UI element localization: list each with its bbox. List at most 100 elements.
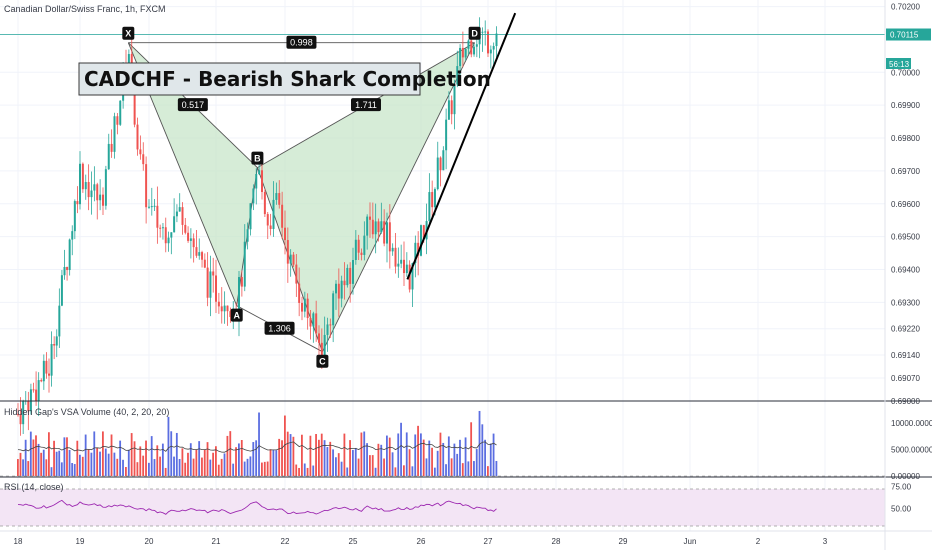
volume-bar <box>87 449 90 476</box>
candle-body <box>175 211 178 217</box>
volume-bar <box>66 437 68 476</box>
volume-bar <box>492 433 495 476</box>
candle-body <box>481 31 484 33</box>
candle-body <box>50 344 53 376</box>
volume-bar <box>184 462 187 476</box>
volume-bar <box>60 462 63 476</box>
volume-bar <box>318 439 320 476</box>
candle-body <box>40 380 43 382</box>
volume-bar <box>400 422 402 476</box>
candle-body <box>136 124 139 150</box>
volume-bar <box>22 459 24 476</box>
candle-body <box>411 263 414 290</box>
volume-pane[interactable]: Hidden Gap's VSA Volume (40, 2, 20, 20) <box>4 407 498 476</box>
candle-body <box>309 318 312 327</box>
candle-body <box>442 150 445 171</box>
candle-body <box>201 252 204 260</box>
volume-bar <box>127 449 130 476</box>
candle-body <box>306 298 309 319</box>
volume-bar <box>420 433 422 476</box>
volume-bar <box>269 449 272 476</box>
candle-body <box>145 164 148 208</box>
candle-body <box>255 174 258 189</box>
candle-body <box>156 205 159 228</box>
candle-body <box>473 46 476 55</box>
volume-bar <box>84 434 87 476</box>
candle-body <box>178 207 181 212</box>
volume-bar <box>278 438 281 476</box>
candle-body <box>110 143 113 152</box>
ratio-label: 1.306 <box>268 324 291 334</box>
candle-body <box>386 222 388 244</box>
time-tick-label: 20 <box>145 537 154 546</box>
rsi-axis[interactable]: 75.00 50.00 <box>891 483 912 514</box>
candle-body <box>286 240 289 264</box>
volume-bar <box>335 457 337 476</box>
volume-bar <box>110 434 113 476</box>
pattern-point-a <box>230 308 243 322</box>
volume-bar <box>422 439 425 476</box>
candle-body <box>315 313 318 334</box>
candle-body <box>470 40 473 55</box>
time-axis[interactable]: 18 19 20 21 22 25 26 27 28 29 Jun 2 3 <box>14 537 828 546</box>
volume-bar <box>37 443 40 476</box>
rsi-pane[interactable]: RSI (14, close) <box>0 482 885 527</box>
volume-bar <box>226 435 229 476</box>
candle-body <box>484 31 487 33</box>
volume-bar <box>343 433 346 476</box>
candle-body <box>167 237 170 244</box>
candle-body <box>58 305 61 337</box>
candle-body <box>380 221 383 233</box>
pattern-point-b <box>251 151 264 165</box>
volume-bar <box>478 410 481 476</box>
rsi-tick-label: 50.00 <box>891 504 912 513</box>
volume-bar <box>76 440 79 476</box>
price-tick-label: 0.69000 <box>891 397 920 406</box>
volume-bar <box>107 453 110 476</box>
ratio-box <box>286 35 317 49</box>
candle-body <box>337 283 340 299</box>
volume-bar <box>309 435 312 476</box>
candle-body <box>153 205 156 207</box>
price-axis[interactable]: 0.70200 0.70000 0.69900 0.69800 0.69700 0.696… <box>891 3 920 406</box>
candle-body <box>101 194 104 206</box>
volume-bar <box>235 447 237 476</box>
candle-body <box>203 259 206 268</box>
time-tick-label: 19 <box>76 537 85 546</box>
candle-body <box>66 266 69 271</box>
candle-body <box>272 199 275 229</box>
candle-body <box>349 267 352 284</box>
candle-body <box>445 119 448 151</box>
candle-body <box>246 229 249 242</box>
candle-body <box>278 193 281 205</box>
volume-axis[interactable]: 10000.00000 5000.00000 0.00000 <box>0 419 932 481</box>
pattern-point-label: D <box>471 29 478 39</box>
price-tick-label: 0.69400 <box>891 266 920 275</box>
volume-bar <box>369 455 371 476</box>
volume-bar <box>192 458 195 476</box>
candle-body <box>289 254 292 264</box>
candle-body <box>343 280 346 286</box>
volume-bar <box>170 431 173 476</box>
candle-body <box>464 48 467 58</box>
volume-bar <box>320 433 323 476</box>
volume-bar <box>71 463 74 476</box>
volume-bar <box>470 422 473 476</box>
trendline[interactable] <box>406 12 517 280</box>
candle-body <box>269 225 272 229</box>
volume-bar <box>164 467 167 476</box>
volume-bar <box>386 435 388 476</box>
volume-bars <box>17 410 498 476</box>
volume-bar <box>357 458 360 476</box>
volume-bar <box>246 458 249 476</box>
bar-countdown: 56:13 <box>889 60 910 69</box>
volume-bar <box>284 415 286 476</box>
volume-bar <box>99 451 101 476</box>
annotation-box[interactable]: CADCHF - Bearish Shark Completion <box>78 62 491 96</box>
time-tick-label: 27 <box>484 537 493 546</box>
volume-bar <box>63 437 66 476</box>
volume-indicator-label: Hidden Gap's VSA Volume (40, 2, 20, 20) <box>4 407 169 417</box>
price-pane[interactable]: X A B C D 0.998 0.517 1.711 1.306 CADCHF - Bear… <box>0 4 885 436</box>
candle-body <box>487 31 489 54</box>
